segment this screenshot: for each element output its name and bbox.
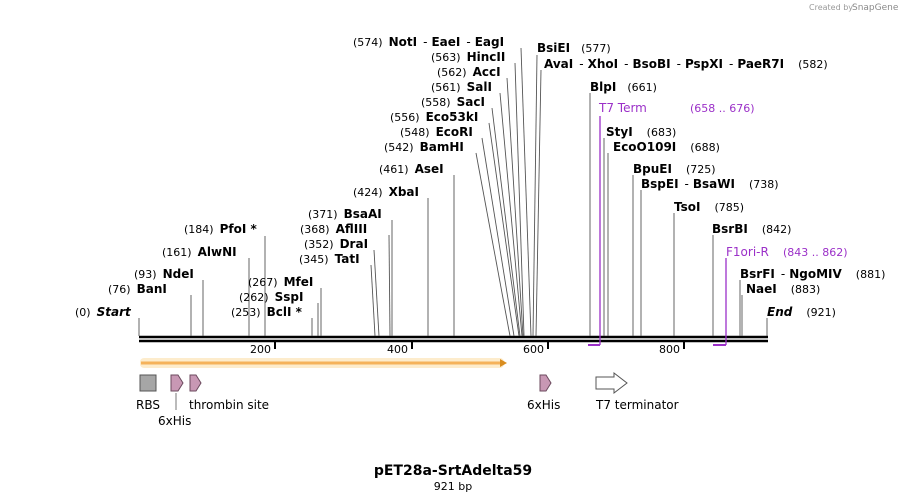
- plasmid-length: 921 bp: [434, 480, 472, 493]
- site-pfoi[interactable]: (184) PfoI *: [184, 222, 257, 236]
- site-avai-group[interactable]: AvaI - XhoI - BsoBI - PspXI - PaeR7I (582): [544, 57, 828, 71]
- leader-saci: [491, 107, 521, 337]
- site-ecoo109i[interactable]: EcoO109I (688): [613, 140, 720, 154]
- orf-bar[interactable]: [140, 358, 507, 368]
- site-bspei-group[interactable]: BspEI - BsaWI (738): [641, 177, 779, 191]
- site-ecori[interactable]: (548) EcoRI: [400, 125, 473, 139]
- site-sali[interactable]: (561) SalI: [431, 80, 492, 94]
- primer-t7-term[interactable]: T7 Term (658 .. 676): [588, 101, 755, 346]
- primer-f1ori-r-range: (843 .. 862): [783, 246, 848, 259]
- credit-mark: Created by SnapGene: [809, 3, 899, 13]
- site-bani[interactable]: (76) BanI: [108, 282, 167, 296]
- site-bsrfi-group[interactable]: BsrFI - NgoMIV (881): [740, 267, 885, 281]
- t7-terminator-arrow: [595, 371, 628, 395]
- site-eco53ki[interactable]: (556) Eco53kI: [390, 110, 478, 124]
- site-sspi[interactable]: (262) SspI: [239, 290, 303, 304]
- site-drai[interactable]: (352) DraI: [304, 237, 368, 251]
- leader-avai: [535, 69, 542, 337]
- his-right-arrow: [539, 374, 552, 392]
- orf-arrow-head: [500, 359, 507, 367]
- site-start[interactable]: (0) Start: [75, 305, 132, 319]
- credit-text: Created by: [809, 3, 853, 12]
- site-end[interactable]: End (921): [767, 305, 836, 319]
- tick-label-800: 800: [659, 343, 680, 356]
- leader-bsiei: [532, 54, 538, 337]
- leader-eco53ki: [488, 122, 520, 337]
- leader-ecori: [481, 137, 515, 337]
- feature-6xhis-right[interactable]: 6xHis: [527, 374, 560, 412]
- primer-t7-term-range: (658 .. 676): [690, 102, 755, 115]
- site-bpuei[interactable]: BpuEI (725): [633, 162, 716, 176]
- site-naei[interactable]: NaeI (883): [746, 282, 820, 296]
- site-bsaai[interactable]: (371) BsaAI: [308, 207, 382, 221]
- rbs-label: RBS: [136, 398, 160, 412]
- leader-noti: [520, 47, 532, 337]
- site-xbai[interactable]: (424) XbaI: [353, 185, 419, 199]
- primer-f1ori-r[interactable]: F1ori-R (843 .. 862): [713, 245, 848, 346]
- site-blpi[interactable]: BlpI (661): [590, 80, 657, 94]
- site-alwni[interactable]: (161) AlwNI: [162, 245, 237, 259]
- thrombin-label: thrombin site: [189, 398, 269, 412]
- his-left-arrow: [170, 374, 184, 392]
- primer-f1ori-r-name: F1ori-R: [726, 245, 769, 259]
- site-noti-group[interactable]: (574) NotI - EaeI - EagI: [353, 35, 504, 49]
- feature-t7-terminator[interactable]: T7 terminator: [595, 371, 679, 412]
- site-labels: (0) Start (76) BanI (93) NdeI (161) AlwNI (1…: [75, 35, 885, 319]
- site-tsoi[interactable]: TsoI (785): [674, 200, 744, 214]
- site-bamhi[interactable]: (542) BamHI: [384, 140, 464, 154]
- leader-sali: [499, 92, 523, 337]
- leader-acci: [506, 77, 524, 337]
- leader-hincii: [514, 62, 525, 337]
- site-afliii[interactable]: (368) AflIII: [300, 222, 367, 236]
- site-asei[interactable]: (461) AseI: [379, 162, 444, 176]
- site-bsrbi[interactable]: BsrBI (842): [712, 222, 791, 236]
- rbs-box: [139, 374, 157, 392]
- feature-thrombin-site[interactable]: thrombin site: [189, 374, 269, 412]
- t7-terminator-label: T7 terminator: [595, 398, 679, 412]
- ruler: 200 400 600 800: [250, 341, 685, 356]
- snapgene-brand: SnapGene: [852, 3, 899, 13]
- leader-afliii: [388, 234, 391, 337]
- tick-label-400: 400: [387, 343, 408, 356]
- his-left-label: 6xHis: [158, 414, 191, 428]
- feature-rbs[interactable]: RBS: [136, 374, 160, 412]
- site-hincii[interactable]: (563) HincII: [431, 50, 505, 64]
- sequence-backbone: [139, 335, 768, 343]
- feature-6xhis-left[interactable]: 6xHis: [158, 374, 191, 428]
- site-styi[interactable]: StyI (683): [606, 125, 676, 139]
- thrombin-arrow: [189, 374, 202, 392]
- site-acci[interactable]: (562) AccI: [437, 65, 501, 79]
- tick-label-200: 200: [250, 343, 271, 356]
- his-right-label: 6xHis: [527, 398, 560, 412]
- site-bsiei[interactable]: BsiEI (577): [537, 41, 611, 55]
- site-saci[interactable]: (558) SacI: [421, 95, 485, 109]
- leader-bamhi: [475, 152, 511, 337]
- plasmid-title: pET28a-SrtAdelta59: [374, 463, 532, 479]
- site-ndei[interactable]: (93) NdeI: [134, 267, 194, 281]
- leader-drai: [373, 249, 380, 337]
- site-bcli[interactable]: (253) BclI *: [231, 305, 303, 319]
- site-mfei[interactable]: (267) MfeI: [248, 275, 313, 289]
- site-tati[interactable]: (345) TatI: [299, 252, 360, 266]
- leader-tati: [370, 264, 376, 337]
- site-leader-lines: [138, 47, 768, 337]
- primer-t7-term-name: T7 Term: [598, 101, 647, 115]
- tick-label-600: 600: [523, 343, 544, 356]
